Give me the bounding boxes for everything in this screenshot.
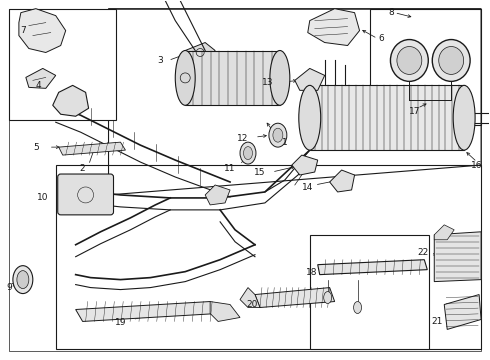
Text: 8: 8 [389, 8, 394, 17]
Polygon shape [308, 9, 360, 45]
Ellipse shape [244, 147, 252, 159]
Text: 2: 2 [80, 163, 85, 172]
Ellipse shape [270, 50, 290, 105]
Polygon shape [318, 260, 427, 275]
Polygon shape [185, 50, 280, 105]
Text: 16: 16 [471, 161, 483, 170]
Ellipse shape [453, 85, 475, 150]
Text: 18: 18 [306, 268, 318, 277]
Text: 6: 6 [379, 34, 384, 43]
Polygon shape [210, 302, 240, 321]
Polygon shape [205, 185, 230, 205]
Text: 22: 22 [417, 248, 429, 257]
Text: 7: 7 [20, 26, 26, 35]
Polygon shape [75, 302, 218, 321]
Polygon shape [59, 142, 125, 155]
Polygon shape [292, 155, 318, 175]
Ellipse shape [299, 85, 321, 150]
Polygon shape [53, 85, 89, 116]
Ellipse shape [273, 128, 283, 142]
Text: 17: 17 [409, 107, 420, 116]
Text: 15: 15 [254, 167, 266, 176]
Polygon shape [444, 294, 481, 329]
Polygon shape [19, 9, 66, 53]
Ellipse shape [439, 46, 464, 75]
Text: 11: 11 [224, 163, 236, 172]
Ellipse shape [13, 266, 33, 293]
Polygon shape [330, 170, 355, 192]
Polygon shape [295, 68, 325, 90]
Ellipse shape [324, 292, 332, 303]
Ellipse shape [175, 50, 195, 105]
Text: 20: 20 [246, 300, 258, 309]
Polygon shape [310, 85, 464, 150]
Polygon shape [255, 288, 335, 307]
Text: 19: 19 [115, 318, 126, 327]
Polygon shape [310, 235, 429, 349]
Ellipse shape [17, 271, 29, 289]
Polygon shape [434, 232, 481, 282]
FancyBboxPatch shape [58, 174, 114, 215]
Ellipse shape [354, 302, 362, 314]
Ellipse shape [397, 46, 422, 75]
Text: 14: 14 [302, 184, 314, 193]
Polygon shape [434, 225, 454, 240]
Text: 5: 5 [33, 143, 39, 152]
Text: 21: 21 [432, 317, 443, 326]
Text: 13: 13 [262, 78, 273, 87]
Polygon shape [240, 288, 260, 307]
Text: 3: 3 [157, 56, 163, 65]
Ellipse shape [432, 40, 470, 81]
Text: 10: 10 [37, 193, 49, 202]
Polygon shape [26, 68, 56, 88]
Text: 12: 12 [237, 134, 249, 143]
Text: 4: 4 [36, 81, 42, 90]
Text: 9: 9 [6, 283, 12, 292]
Polygon shape [185, 42, 215, 63]
Polygon shape [9, 9, 116, 120]
Ellipse shape [269, 123, 287, 147]
Ellipse shape [240, 142, 256, 164]
Ellipse shape [391, 40, 428, 81]
Text: 1: 1 [282, 138, 288, 147]
